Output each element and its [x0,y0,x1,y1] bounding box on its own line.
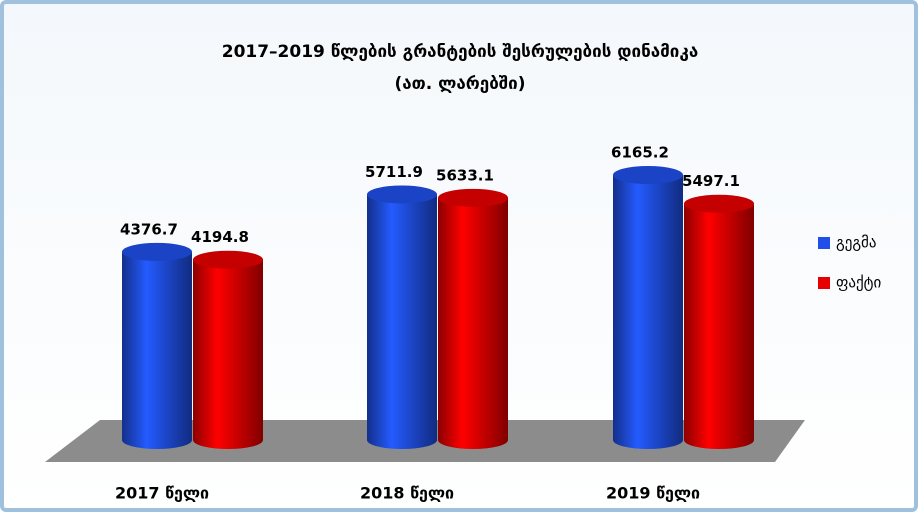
bar-top [438,188,508,207]
bar-body [684,203,754,449]
bar-body [613,175,683,449]
bar [438,188,508,449]
bar-body [367,194,437,449]
data-label: 4376.7 [120,220,178,238]
bar-body [193,259,263,449]
bar-top [367,185,437,204]
bar [193,250,263,449]
x-tick-label: 2019 წელი [606,484,700,503]
bar-top [613,166,683,184]
bar [613,166,683,449]
legend-label: გეგმა [836,234,877,252]
bar [122,242,192,449]
legend-label: ფაქტი [836,274,882,292]
data-label: 5497.1 [682,172,740,190]
bar [684,194,754,449]
bar-top [122,242,192,261]
x-tick-label: 2017 წელი [115,484,209,503]
data-label: 6165.2 [611,144,669,162]
legend-swatch [818,237,830,249]
bar-top [193,250,263,269]
bar-body [438,197,508,449]
x-tick-label: 2018 წელი [360,484,454,503]
chart-subtitle: (ათ. ლარებში) [394,74,525,94]
bar-top [684,194,754,213]
chart-title: 2017–2019 წლების გრანტების შესრულების დი… [222,42,699,62]
data-label: 5633.1 [436,166,494,184]
bar-body [122,251,192,449]
bar [367,185,437,449]
legend-swatch [818,277,830,289]
data-label: 5711.9 [365,163,423,181]
data-label: 4194.8 [191,228,249,246]
